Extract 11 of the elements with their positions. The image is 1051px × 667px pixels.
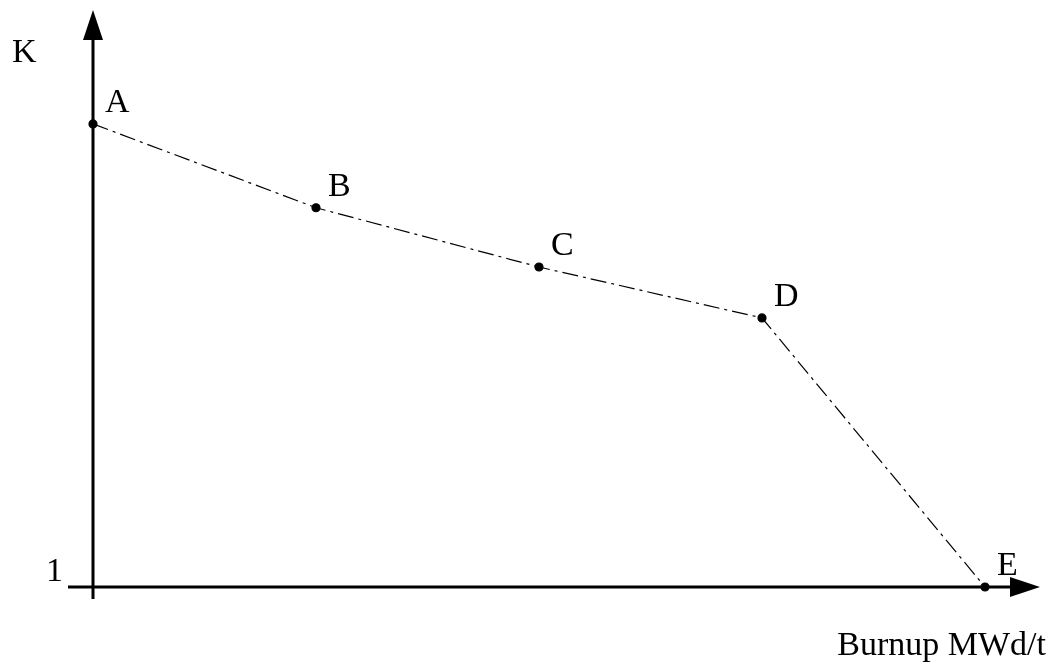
- annotation: E: [997, 545, 1018, 582]
- y-axis-title: K: [12, 32, 37, 69]
- x-axis-title: Burnup MWd/t: [837, 625, 1047, 662]
- text: A: [105, 81, 130, 119]
- annotation: C: [551, 225, 574, 263]
- text: 1: [46, 551, 63, 588]
- annotation: B: [328, 165, 351, 203]
- point: [757, 313, 767, 323]
- point: [534, 262, 544, 272]
- point: [311, 203, 321, 213]
- annotation: D: [774, 275, 799, 313]
